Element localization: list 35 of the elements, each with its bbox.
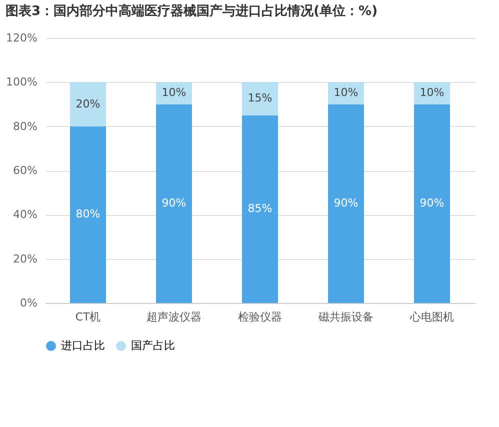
y-tick-label: 40% (13, 208, 38, 222)
bar (328, 104, 364, 303)
bar (242, 82, 278, 116)
bar (328, 82, 364, 104)
bar (414, 82, 450, 104)
data-label: 10% (420, 86, 444, 100)
y-tick-label: 80% (13, 120, 38, 133)
data-label: 10% (162, 86, 186, 100)
legend-label: 国产占比 (131, 339, 175, 352)
x-tick-label: 磁共振设备 (318, 310, 374, 324)
y-tick-label: 20% (13, 252, 38, 266)
x-tick-label: 心电图机 (409, 310, 454, 324)
bar (156, 104, 192, 303)
bar (70, 126, 106, 303)
bar (242, 115, 278, 303)
data-label: 10% (334, 86, 358, 100)
x-tick-label: 检验仪器 (238, 310, 282, 324)
data-label: 20% (76, 97, 100, 110)
data-label: 90% (334, 196, 358, 210)
data-label: 90% (162, 196, 186, 210)
y-tick-label: 60% (13, 164, 38, 177)
data-label: 15% (248, 92, 272, 105)
bar (70, 82, 106, 126)
bar (414, 104, 450, 303)
chart-title: 图表3：国内部分中高端医疗器械国产与进口占比情况(单位：%) (6, 3, 378, 19)
bar (156, 82, 192, 104)
legend-label: 进口占比 (61, 339, 105, 352)
y-tick-label: 100% (6, 76, 38, 89)
data-label: 85% (248, 202, 272, 216)
data-label: 90% (420, 196, 444, 210)
x-tick-label: CT机 (75, 310, 101, 324)
data-label: 80% (76, 208, 100, 221)
x-tick-label: 超声波仪器 (146, 310, 202, 324)
y-tick-label: 0% (20, 296, 38, 310)
y-tick-label: 120% (6, 32, 38, 44)
